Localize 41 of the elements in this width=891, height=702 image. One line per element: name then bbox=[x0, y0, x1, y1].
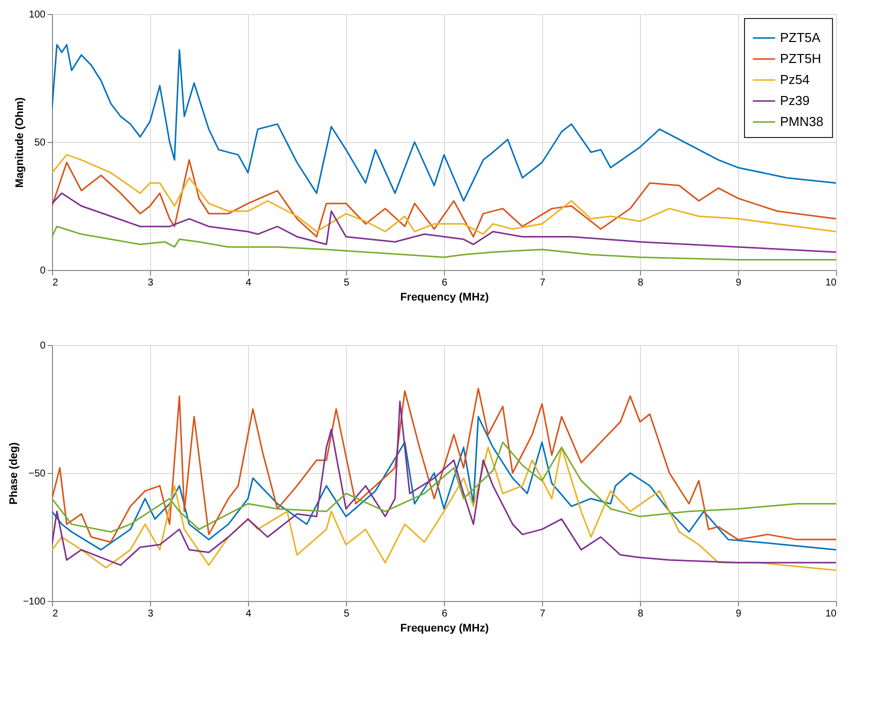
x-tick-label: 8 bbox=[638, 278, 644, 288]
legend-label: Pz54 bbox=[780, 72, 810, 87]
line-series bbox=[52, 442, 836, 533]
x-tick-label: 7 bbox=[540, 608, 546, 620]
x-tick-label: 5 bbox=[344, 278, 350, 288]
x-tick-label: 7 bbox=[540, 278, 546, 288]
line-series bbox=[52, 416, 836, 551]
y-tick-label: 0 bbox=[40, 340, 46, 352]
x-tick-label: 6 bbox=[442, 608, 448, 620]
x-tick-label: 9 bbox=[736, 278, 742, 288]
x-tick-label: 10 bbox=[825, 278, 837, 288]
x-tick-label: 4 bbox=[246, 278, 252, 288]
x-tick-label: 2 bbox=[52, 278, 58, 288]
y-tick-label: 0 bbox=[40, 266, 46, 276]
legend-label: PZT5H bbox=[780, 51, 822, 66]
y-axis-title: Magnitude (Ohm) bbox=[14, 96, 26, 188]
y-tick-label: −50 bbox=[28, 468, 46, 480]
x-axis-title: Frequency (MHz) bbox=[400, 622, 490, 634]
line-series bbox=[52, 192, 836, 253]
x-tick-label: 4 bbox=[246, 608, 252, 620]
x-tick-label: 3 bbox=[148, 608, 154, 620]
line-series bbox=[52, 226, 836, 261]
legend-label: PMN38 bbox=[780, 114, 824, 129]
x-tick-label: 10 bbox=[825, 608, 837, 620]
legend-label: PZT5A bbox=[780, 30, 821, 45]
x-axis-title: Frequency (MHz) bbox=[400, 292, 490, 304]
x-tick-label: 8 bbox=[638, 608, 644, 620]
line-series bbox=[52, 446, 836, 572]
y-tick-label: 50 bbox=[34, 138, 46, 148]
x-tick-label: 6 bbox=[442, 278, 448, 288]
y-axis-title: Phase (deg) bbox=[8, 442, 20, 505]
line-series bbox=[52, 400, 836, 566]
x-tick-label: 5 bbox=[344, 608, 350, 620]
line-series bbox=[52, 44, 836, 202]
x-tick-label: 2 bbox=[52, 608, 58, 620]
line-series bbox=[52, 388, 836, 543]
x-tick-label: 3 bbox=[148, 278, 154, 288]
y-tick-label: −100 bbox=[22, 596, 46, 608]
y-tick-label: 100 bbox=[28, 10, 46, 20]
x-tick-label: 9 bbox=[736, 608, 742, 620]
legend-label: Pz39 bbox=[780, 93, 810, 108]
